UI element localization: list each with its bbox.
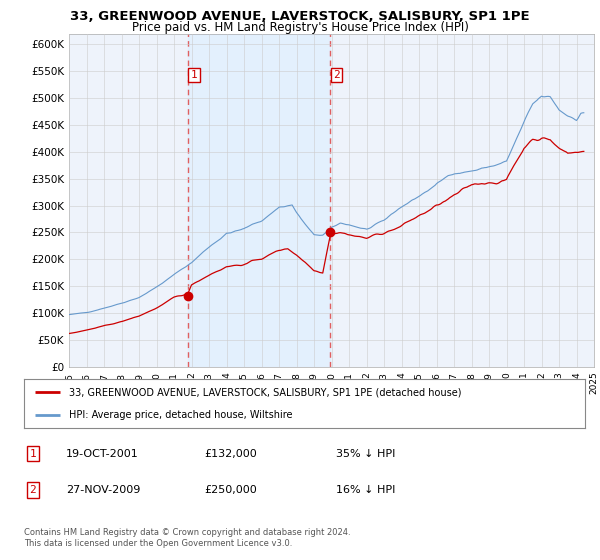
Bar [188, 34, 330, 367]
Text: £132,000: £132,000 [204, 449, 257, 459]
Text: 2: 2 [29, 485, 37, 495]
Text: Contains HM Land Registry data © Crown copyright and database right 2024.
This d: Contains HM Land Registry data © Crown c… [24, 528, 350, 548]
Text: 16% ↓ HPI: 16% ↓ HPI [336, 485, 395, 495]
Text: 1: 1 [191, 70, 197, 80]
Text: 35% ↓ HPI: 35% ↓ HPI [336, 449, 395, 459]
Text: £250,000: £250,000 [204, 485, 257, 495]
Text: HPI: Average price, detached house, Wiltshire: HPI: Average price, detached house, Wilt… [69, 410, 292, 420]
Text: 33, GREENWOOD AVENUE, LAVERSTOCK, SALISBURY, SP1 1PE: 33, GREENWOOD AVENUE, LAVERSTOCK, SALISB… [70, 10, 530, 23]
Text: 27-NOV-2009: 27-NOV-2009 [66, 485, 140, 495]
Text: 33, GREENWOOD AVENUE, LAVERSTOCK, SALISBURY, SP1 1PE (detached house): 33, GREENWOOD AVENUE, LAVERSTOCK, SALISB… [69, 388, 461, 398]
Text: 2: 2 [333, 70, 340, 80]
Text: 1: 1 [29, 449, 37, 459]
Text: 19-OCT-2001: 19-OCT-2001 [66, 449, 139, 459]
Text: Price paid vs. HM Land Registry's House Price Index (HPI): Price paid vs. HM Land Registry's House … [131, 21, 469, 34]
